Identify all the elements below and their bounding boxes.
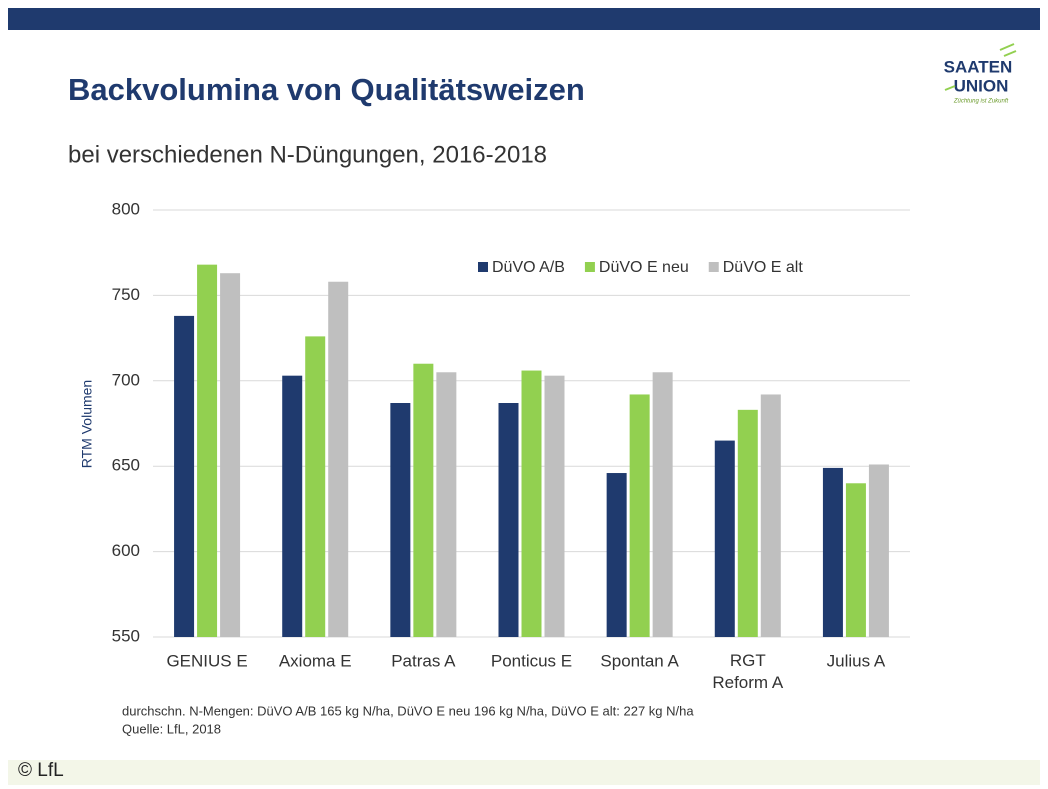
x-tick-label: GENIUS E	[166, 651, 247, 670]
bar	[868, 464, 889, 637]
bar	[390, 403, 411, 637]
top-bar	[8, 8, 1040, 30]
bar	[328, 281, 349, 637]
legend-label: DüVO A/B	[492, 259, 565, 276]
legend-swatch	[478, 262, 488, 272]
logo-swoosh	[944, 43, 1017, 91]
x-tick-label: Spontan A	[600, 651, 679, 670]
y-axis-label: RTM Volumen	[79, 380, 95, 468]
bar	[822, 467, 843, 637]
footnote: Quelle: LfL, 2018	[122, 721, 221, 736]
bar	[760, 394, 781, 637]
y-tick-label: 600	[112, 541, 140, 560]
bar	[737, 409, 758, 637]
bar	[413, 363, 434, 637]
bar	[282, 375, 303, 637]
y-tick-label: 650	[112, 456, 140, 475]
bar	[220, 273, 241, 637]
bar	[197, 264, 218, 637]
title: Backvolumina von Qualitätsweizen	[68, 72, 585, 107]
x-tick-label: RGT Reform A	[712, 651, 784, 692]
y-tick-label: 700	[112, 370, 140, 389]
bar	[305, 336, 326, 637]
logo-tagline: Züchtung ist Zukunft	[953, 99, 1009, 105]
bar	[544, 375, 565, 637]
bar	[652, 372, 673, 637]
bar	[498, 403, 519, 637]
y-tick-label: 750	[112, 285, 140, 304]
logo-line: UNION	[954, 76, 1009, 95]
bottom-band	[8, 760, 1040, 785]
x-tick-label: Patras A	[391, 651, 456, 670]
footnote: durchschn. N-Mengen: DüVO A/B 165 kg N/h…	[122, 703, 694, 718]
y-tick-label: 550	[112, 626, 140, 645]
legend-label: DüVO E neu	[599, 259, 689, 276]
legend-swatch	[708, 262, 719, 272]
bar	[845, 483, 866, 637]
logo-line: SAATEN	[944, 57, 1013, 76]
subtitle: bei verschiedenen N-Düngungen, 2016-2018	[68, 141, 547, 168]
bar	[174, 315, 195, 637]
legend-swatch	[584, 262, 595, 272]
copyright: © LfL	[18, 760, 64, 781]
bar	[629, 394, 650, 637]
legend-label: DüVO E alt	[723, 259, 804, 276]
x-tick-label: Julius A	[827, 651, 886, 670]
x-tick-label: Axioma E	[279, 651, 352, 670]
bar	[436, 372, 457, 637]
bar	[606, 473, 627, 637]
bar	[714, 440, 735, 637]
x-tick-label: Ponticus E	[491, 651, 572, 670]
y-tick-label: 800	[112, 199, 140, 218]
bar	[521, 370, 542, 637]
